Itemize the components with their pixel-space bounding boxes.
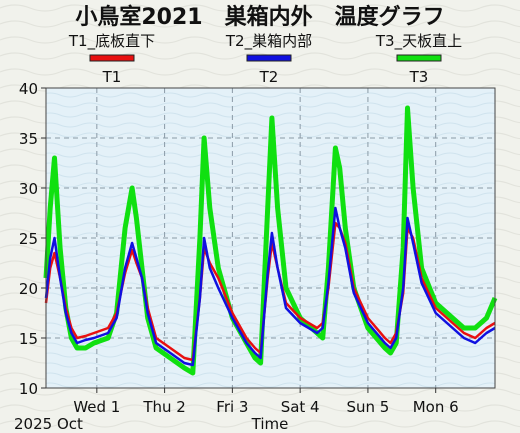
legend: T1_底板直下 T1 T2_巣箱内部 T2 T3_天板直上 T3 [68, 32, 462, 86]
x-tick-label: Thu 2 [142, 398, 186, 416]
chart-title: 小鳥室2021 巣箱内外 温度グラフ [75, 4, 444, 30]
y-tick-label: 35 [19, 130, 38, 148]
x-tick-label: Fri 3 [216, 398, 248, 416]
y-tick-label: 15 [19, 330, 38, 348]
x-tick-label: Mon 6 [413, 398, 459, 416]
x-start-label: 2025 Oct [14, 415, 83, 433]
series-line-t3 [43, 105, 498, 376]
x-tick-label: Wed 1 [73, 398, 120, 416]
legend-swatch-t3 [396, 54, 442, 62]
series-lines [43, 105, 498, 376]
y-tick-label: 10 [19, 380, 38, 398]
series-line-t2 [44, 206, 496, 367]
legend-description-t1: T1_底板直下 [68, 32, 155, 51]
y-tick-label: 25 [19, 230, 38, 248]
legend-swatch-t2 [246, 54, 292, 62]
legend-description-t3: T3_天板直上 [375, 32, 462, 51]
x-tick-label: Sun 5 [346, 398, 389, 416]
x-tick-label: Sat 4 [281, 398, 320, 416]
y-tick-label: 30 [19, 180, 38, 198]
legend-swatch-t1 [89, 54, 135, 62]
y-tick-label: 20 [19, 280, 38, 298]
legend-label-t3: T3 [409, 68, 429, 86]
legend-label-t1: T1 [102, 68, 122, 86]
legend-label-t2: T2 [259, 68, 279, 86]
y-tick-label: 40 [19, 80, 38, 98]
legend-description-t2: T2_巣箱内部 [225, 32, 312, 51]
y-axis: 10 15 20 25 30 35 40 [19, 80, 46, 398]
x-axis: Wed 1 Thu 2 Fri 3 Sat 4 Sun 5 Mon 6 [73, 388, 459, 416]
x-axis-title: Time [251, 415, 289, 433]
